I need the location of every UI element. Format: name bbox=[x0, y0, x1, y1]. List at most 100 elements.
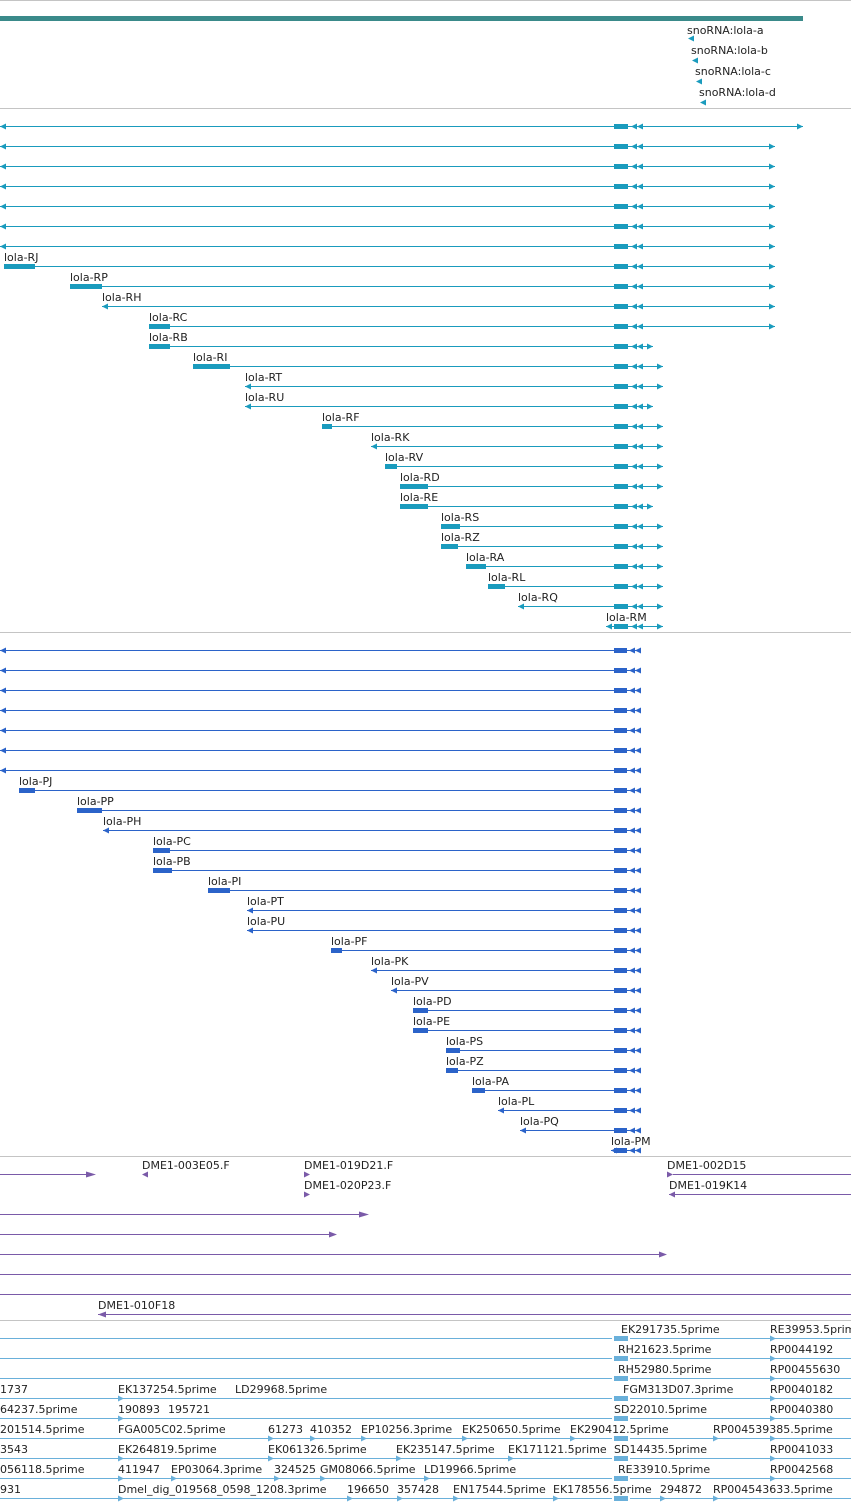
transcript-exon-arrow[interactable] bbox=[637, 323, 643, 330]
protein-exon-arrow[interactable] bbox=[635, 847, 641, 854]
transcript-exon[interactable] bbox=[488, 584, 505, 589]
est-label[interactable]: 201514.5prime bbox=[0, 1423, 85, 1436]
transcript-exon[interactable] bbox=[614, 444, 628, 449]
est-block[interactable] bbox=[614, 1496, 628, 1501]
transcript-exon-arrow[interactable] bbox=[637, 203, 643, 210]
est-label[interactable]: 411947 bbox=[118, 1463, 160, 1476]
snorna-label-a[interactable]: snoRNA:lola-a bbox=[687, 24, 764, 37]
protein-label[interactable]: lola-PL bbox=[498, 1095, 535, 1108]
protein-label[interactable]: lola-PZ bbox=[446, 1055, 484, 1068]
protein-intron-line[interactable] bbox=[0, 650, 641, 651]
transcript-label[interactable]: lola-RA bbox=[466, 551, 505, 564]
est-line[interactable] bbox=[630, 1458, 770, 1459]
est-label[interactable]: 056118.5prime bbox=[0, 1463, 85, 1476]
transcript-start-arrow[interactable] bbox=[606, 623, 612, 630]
transcript-end-arrow[interactable] bbox=[647, 343, 653, 350]
est-line[interactable] bbox=[770, 1338, 851, 1339]
protein-start-arrow[interactable] bbox=[520, 1127, 526, 1134]
protein-exon-arrow[interactable] bbox=[635, 1007, 641, 1014]
protein-label[interactable]: lola-PV bbox=[391, 975, 429, 988]
est-line[interactable] bbox=[0, 1338, 612, 1339]
est-label[interactable]: RP0041033 bbox=[770, 1443, 834, 1456]
transcript-start-arrow[interactable] bbox=[102, 303, 108, 310]
est-marker[interactable] bbox=[770, 1355, 776, 1362]
est-marker[interactable] bbox=[770, 1395, 776, 1402]
transcript-exon-arrow[interactable] bbox=[631, 163, 637, 170]
transcript-start-arrow[interactable] bbox=[0, 143, 6, 150]
transcript-intron-line[interactable] bbox=[102, 306, 775, 307]
transcript-exon-arrow[interactable] bbox=[631, 203, 637, 210]
protein-intron-line[interactable] bbox=[77, 810, 641, 811]
clone-label[interactable]: DME1-019D21.F bbox=[304, 1159, 394, 1172]
transcript-intron-line[interactable] bbox=[4, 266, 775, 267]
clone-line[interactable] bbox=[0, 1254, 661, 1255]
est-label[interactable]: 61273 bbox=[268, 1423, 303, 1436]
est-marker[interactable] bbox=[570, 1435, 576, 1442]
est-line[interactable] bbox=[770, 1438, 851, 1439]
protein-exon-arrow[interactable] bbox=[635, 667, 641, 674]
protein-exon[interactable] bbox=[19, 788, 35, 793]
transcript-exon-arrow[interactable] bbox=[637, 123, 643, 130]
est-block[interactable] bbox=[614, 1456, 628, 1461]
transcript-intron-line[interactable] bbox=[488, 586, 663, 587]
protein-start-arrow[interactable] bbox=[0, 687, 6, 694]
protein-exon-arrow[interactable] bbox=[635, 707, 641, 714]
est-label[interactable]: EK178556.5prime bbox=[553, 1483, 652, 1496]
transcript-exon-arrow[interactable] bbox=[637, 183, 643, 190]
transcript-exon[interactable] bbox=[614, 324, 628, 329]
est-label[interactable]: 931 bbox=[0, 1483, 21, 1496]
transcript-end-arrow[interactable] bbox=[647, 503, 653, 510]
est-line[interactable] bbox=[770, 1358, 851, 1359]
est-label[interactable]: SD14435.5prime bbox=[614, 1443, 707, 1456]
protein-label[interactable]: lola-PU bbox=[247, 915, 286, 928]
est-line[interactable] bbox=[0, 1378, 612, 1379]
protein-start-arrow[interactable] bbox=[0, 727, 6, 734]
protein-exon[interactable] bbox=[153, 848, 170, 853]
protein-exon-arrow[interactable] bbox=[635, 767, 641, 774]
est-line[interactable] bbox=[630, 1378, 770, 1379]
clone-marker[interactable] bbox=[304, 1191, 310, 1198]
est-label[interactable]: 294872 bbox=[660, 1483, 702, 1496]
transcript-end-arrow[interactable] bbox=[657, 383, 663, 390]
transcript-exon-arrow[interactable] bbox=[631, 123, 637, 130]
snorna-label-d[interactable]: snoRNA:lola-d bbox=[699, 86, 776, 99]
transcript-exon[interactable] bbox=[614, 544, 628, 549]
transcript-start-arrow[interactable] bbox=[0, 163, 6, 170]
transcript-exon[interactable] bbox=[614, 584, 628, 589]
transcript-exon[interactable] bbox=[614, 504, 628, 509]
transcript-end-arrow[interactable] bbox=[657, 583, 663, 590]
est-label[interactable]: RP004543633.5prime bbox=[713, 1483, 833, 1496]
transcript-exon-arrow[interactable] bbox=[637, 563, 643, 570]
protein-start-arrow[interactable] bbox=[0, 647, 6, 654]
transcript-intron-line[interactable] bbox=[0, 206, 775, 207]
est-marker[interactable] bbox=[508, 1455, 514, 1462]
protein-intron-line[interactable] bbox=[19, 790, 641, 791]
transcript-exon-arrow[interactable] bbox=[637, 383, 643, 390]
protein-start-arrow[interactable] bbox=[247, 907, 253, 914]
est-label[interactable]: 1737 bbox=[0, 1383, 28, 1396]
transcript-intron-line[interactable] bbox=[70, 286, 775, 287]
transcript-end-arrow[interactable] bbox=[647, 403, 653, 410]
protein-exon-arrow[interactable] bbox=[629, 807, 635, 814]
transcript-exon[interactable] bbox=[614, 624, 628, 629]
protein-exon-arrow[interactable] bbox=[635, 1107, 641, 1114]
transcript-end-arrow[interactable] bbox=[769, 183, 775, 190]
transcript-exon[interactable] bbox=[614, 564, 628, 569]
protein-intron-line[interactable] bbox=[0, 670, 641, 671]
est-marker[interactable] bbox=[320, 1475, 326, 1482]
protein-exon-arrow[interactable] bbox=[635, 647, 641, 654]
protein-exon[interactable] bbox=[614, 988, 627, 993]
transcript-exon-arrow[interactable] bbox=[631, 563, 637, 570]
transcript-exon-arrow[interactable] bbox=[637, 523, 643, 530]
protein-intron-line[interactable] bbox=[0, 710, 641, 711]
transcript-label[interactable]: lola-RV bbox=[385, 451, 424, 464]
est-line[interactable] bbox=[630, 1358, 770, 1359]
protein-exon-arrow[interactable] bbox=[635, 927, 641, 934]
protein-exon-arrow[interactable] bbox=[635, 907, 641, 914]
est-marker[interactable] bbox=[274, 1475, 280, 1482]
protein-exon-arrow[interactable] bbox=[629, 967, 635, 974]
transcript-exon-arrow[interactable] bbox=[631, 543, 637, 550]
est-label[interactable]: 410352 bbox=[310, 1423, 352, 1436]
transcript-end-arrow[interactable] bbox=[657, 603, 663, 610]
